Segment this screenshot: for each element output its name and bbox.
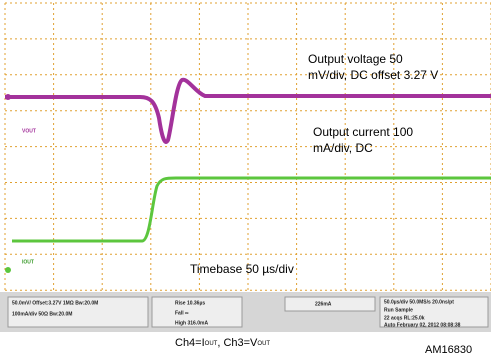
status-box <box>284 296 376 312</box>
caption-sub: OUT <box>205 341 218 347</box>
caption: Ch4=IOUT, Ch3=VOUT <box>175 337 270 349</box>
status-box <box>7 296 149 328</box>
status-box <box>379 296 489 328</box>
status-box <box>151 296 243 328</box>
status-text: 226mA <box>315 301 332 307</box>
voltage-trace <box>5 77 491 144</box>
ch3-label: VOUT <box>22 128 36 134</box>
status-text: Rise 10.36µs <box>175 300 205 306</box>
status-text: 100mA/div 50Ω Bw:20.0M <box>12 311 72 317</box>
status-text: Auto February 02, 2012 08:08:38 <box>384 322 461 328</box>
status-text: 50.0mV/ Offset:3.27V 1MΩ Bw:20.0M <box>12 300 98 306</box>
caption-sub: OUT <box>257 341 270 347</box>
status-text: High 316.0mA <box>175 320 208 326</box>
annotation: Output current 100 <box>313 125 413 139</box>
ch4-marker <box>5 267 11 273</box>
status-text: Run Sample <box>384 307 413 313</box>
grid <box>4 2 491 291</box>
status-text: 22 acqs RL:25.0k <box>384 315 425 321</box>
caption-part: Ch4=I <box>175 337 205 349</box>
status-text: Fall ∞ <box>175 310 189 316</box>
current-trace <box>12 176 491 243</box>
annotation: Output voltage 50 <box>308 52 403 66</box>
figure-id: AM16830 <box>425 344 472 353</box>
annotation: Timebase 50 µs/div <box>190 262 294 276</box>
status-text: 50.0µs/div 50.0MS/s 20.0ns/pt <box>384 299 454 305</box>
annotation: mV/div, DC offset 3.27 V <box>308 68 438 82</box>
ch4-label: IOUT <box>22 259 34 265</box>
annotation: mA/div, DC <box>313 141 373 155</box>
ch3-marker <box>5 94 11 100</box>
caption-part: , Ch3=V <box>217 337 258 349</box>
